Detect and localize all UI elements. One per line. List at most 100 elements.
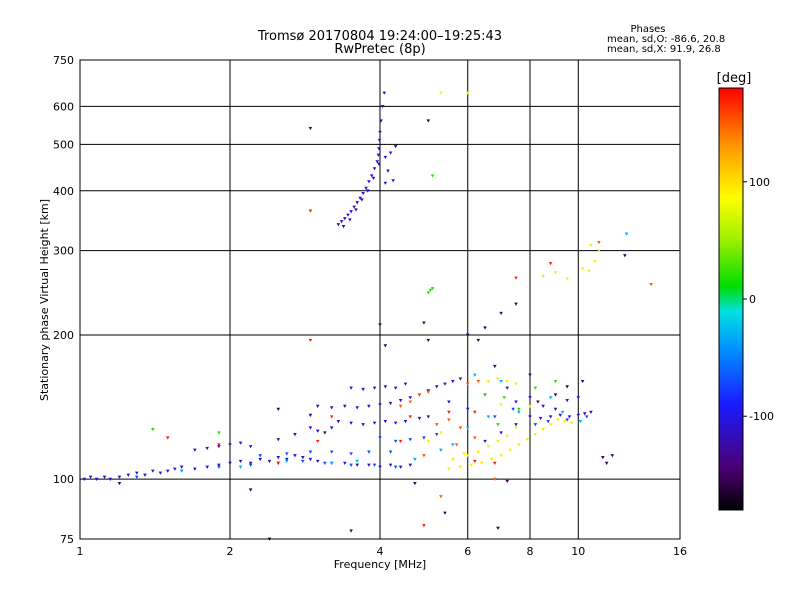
data-point [548, 262, 553, 266]
data-point [408, 400, 413, 404]
data-point [434, 385, 439, 389]
data-point [308, 338, 313, 343]
data-point [193, 467, 197, 471]
data-point [533, 433, 538, 437]
data-point [398, 399, 403, 403]
data-point [134, 475, 139, 479]
data-point [383, 155, 388, 160]
data-point [580, 267, 585, 271]
data-point [308, 457, 313, 462]
data-point [376, 153, 381, 157]
data-point [560, 410, 565, 414]
data-point [499, 454, 503, 458]
y-tick-label: 200 [53, 329, 74, 342]
data-point [582, 412, 587, 416]
data-point [553, 271, 558, 275]
colorbar-tick-label: -100 [749, 410, 774, 423]
data-point [383, 344, 388, 348]
data-point [517, 410, 521, 414]
data-point [587, 269, 591, 273]
data-point [248, 463, 253, 467]
data-point [426, 415, 431, 419]
chart-title: Tromsø 20170804 19:24:00–19:25:43 [257, 29, 502, 44]
data-point [382, 91, 387, 95]
data-point [173, 467, 177, 471]
data-point [134, 471, 139, 475]
data-point [346, 213, 350, 217]
data-point [473, 436, 477, 440]
data-point [439, 448, 443, 452]
data-point [276, 438, 281, 442]
data-point [428, 288, 433, 293]
data-point [308, 450, 313, 454]
data-point [417, 416, 422, 421]
data-point [493, 461, 497, 465]
data-point [465, 407, 470, 411]
y-tick-label: 600 [53, 100, 74, 113]
data-point [623, 254, 627, 258]
data-point [465, 333, 470, 337]
data-point [548, 423, 553, 427]
data-point [372, 421, 377, 425]
data-point [447, 400, 451, 404]
data-point [393, 386, 398, 390]
data-point [408, 463, 413, 467]
data-point [496, 439, 500, 444]
data-point [447, 418, 451, 422]
data-point [267, 459, 272, 464]
data-point [367, 463, 371, 467]
data-point [426, 439, 431, 444]
data-point [293, 433, 297, 437]
data-point [329, 461, 334, 465]
data-point [217, 443, 221, 447]
data-point [361, 191, 365, 196]
x-axis-ticks: 1 2 4 6 8 10 16 [77, 545, 688, 558]
data-point [355, 201, 359, 205]
data-point [323, 431, 327, 435]
data-point [479, 461, 484, 465]
data-point [258, 457, 263, 462]
data-point [258, 454, 263, 458]
data-point [315, 459, 320, 464]
x-tick-label: 4 [377, 545, 384, 558]
data-point [343, 404, 347, 409]
data-point [499, 403, 503, 407]
data-point [343, 217, 347, 221]
data-point [597, 249, 601, 253]
data-point [553, 379, 558, 384]
data-point [193, 448, 197, 452]
data-point [375, 160, 380, 164]
y-axis-label: Stationary phase Virtual Height [km] [38, 199, 51, 401]
data-point [525, 438, 530, 442]
data-point [349, 386, 353, 390]
data-point [514, 423, 518, 427]
data-point [383, 385, 388, 389]
data-point [372, 463, 377, 467]
plot-frame [79, 59, 681, 540]
data-point [565, 418, 569, 422]
data-point [465, 454, 470, 458]
data-point [378, 130, 382, 135]
data-point [398, 404, 403, 409]
data-point [393, 465, 398, 469]
data-point [329, 450, 334, 454]
data-point [548, 415, 553, 419]
stats-heading: Phases [630, 24, 665, 35]
data-point [465, 91, 470, 95]
data-point [556, 418, 560, 422]
data-point [391, 179, 395, 183]
data-point [349, 210, 353, 214]
stats-line-x: mean, sd,X: 91.9, 26.8 [607, 44, 721, 55]
y-tick-label: 75 [60, 533, 74, 546]
data-point [355, 406, 359, 410]
data-point [533, 386, 538, 390]
data-point [388, 401, 393, 406]
data-point [508, 448, 512, 452]
data-point [514, 302, 518, 306]
data-point [388, 450, 393, 454]
data-point [360, 198, 364, 202]
data-point [228, 443, 232, 447]
data-point [426, 390, 431, 394]
data-point [349, 421, 353, 425]
data-point [315, 439, 320, 444]
